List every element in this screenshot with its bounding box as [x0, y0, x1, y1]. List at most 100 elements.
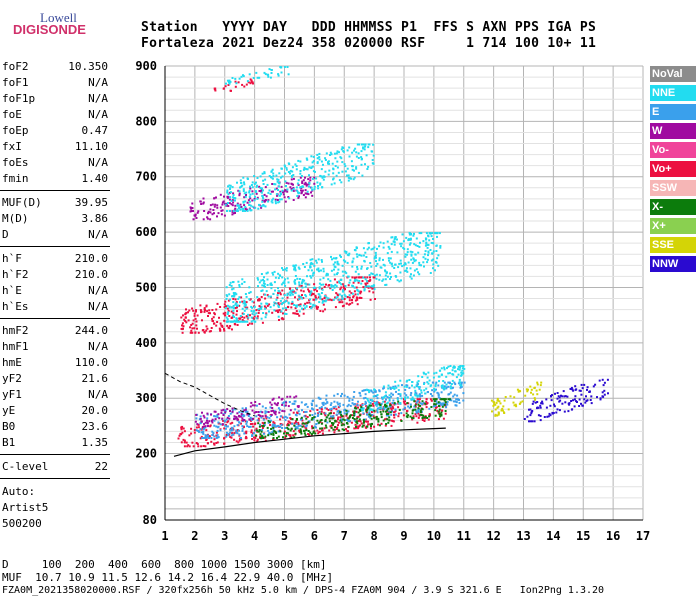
- data-point: [238, 434, 241, 437]
- data-point: [333, 182, 336, 185]
- data-point: [360, 409, 363, 412]
- data-point: [317, 185, 319, 187]
- data-point: [310, 276, 313, 279]
- data-point: [273, 402, 276, 405]
- data-point: [389, 387, 392, 390]
- data-point: [270, 69, 273, 71]
- data-point: [373, 257, 376, 260]
- data-point: [311, 414, 314, 416]
- data-point: [428, 407, 431, 410]
- param-name: yF1: [2, 388, 22, 401]
- param-name: foF1p: [2, 92, 36, 105]
- data-point: [228, 315, 231, 317]
- data-point: [496, 406, 499, 409]
- data-point: [272, 175, 275, 177]
- data-point: [342, 418, 345, 421]
- data-point: [388, 410, 391, 413]
- data-point: [254, 190, 257, 193]
- data-point: [394, 408, 397, 411]
- param-value: 22: [94, 460, 108, 473]
- data-point: [444, 401, 447, 404]
- data-point: [350, 421, 353, 424]
- data-point: [363, 289, 366, 292]
- data-point: [274, 202, 277, 205]
- data-point: [418, 273, 421, 276]
- data-point: [277, 407, 280, 410]
- data-point: [239, 179, 242, 182]
- data-point: [321, 288, 324, 291]
- data-point: [283, 430, 286, 433]
- data-point: [434, 269, 436, 272]
- data-point: [251, 409, 254, 412]
- data-point: [365, 426, 368, 429]
- data-point: [307, 193, 310, 196]
- data-point: [243, 309, 246, 312]
- data-point: [226, 313, 229, 315]
- data-point: [237, 280, 240, 283]
- data-point: [386, 275, 389, 278]
- data-point: [399, 259, 402, 262]
- data-point: [249, 209, 252, 212]
- data-point: [306, 301, 309, 304]
- data-point: [273, 430, 276, 433]
- data-point: [438, 232, 441, 235]
- data-point: [458, 378, 461, 381]
- data-point: [311, 194, 314, 197]
- data-point: [294, 264, 297, 267]
- data-point: [446, 400, 449, 403]
- data-point: [213, 313, 216, 316]
- data-point: [372, 154, 375, 157]
- data-point: [419, 413, 422, 416]
- data-point: [287, 171, 290, 173]
- data-point: [324, 418, 327, 421]
- data-point: [292, 434, 295, 437]
- data-point: [272, 409, 274, 412]
- data-point: [182, 427, 185, 430]
- data-point: [214, 415, 217, 418]
- data-point: [341, 423, 344, 426]
- data-point: [237, 81, 240, 84]
- data-point: [243, 301, 246, 303]
- data-point: [336, 393, 339, 396]
- data-point: [359, 414, 362, 417]
- data-point: [249, 82, 252, 85]
- data-point: [261, 187, 263, 190]
- data-point: [189, 206, 192, 209]
- data-point: [325, 274, 328, 277]
- data-point: [268, 68, 271, 71]
- data-point: [227, 432, 230, 435]
- data-point: [271, 311, 274, 314]
- data-point: [536, 406, 539, 409]
- data-point: [236, 429, 239, 431]
- data-point: [521, 400, 524, 403]
- data-point: [386, 271, 388, 274]
- data-point: [206, 442, 209, 445]
- data-point: [296, 313, 299, 315]
- data-point: [415, 415, 418, 418]
- data-point: [277, 181, 280, 184]
- data-point: [354, 427, 357, 430]
- data-point: [304, 196, 307, 199]
- param-row: C-level 22: [2, 460, 108, 476]
- data-point: [462, 399, 465, 402]
- data-point: [384, 395, 387, 397]
- data-point: [368, 411, 371, 414]
- data-point: [519, 401, 522, 404]
- data-point: [362, 147, 365, 150]
- data-point: [255, 427, 258, 430]
- data-point: [373, 288, 376, 291]
- data-point: [244, 431, 247, 434]
- data-point: [231, 328, 233, 331]
- data-point: [369, 262, 372, 264]
- data-point: [367, 399, 370, 402]
- data-point: [280, 71, 283, 74]
- data-point: [501, 409, 504, 412]
- data-point: [424, 257, 427, 260]
- data-point: [413, 386, 416, 389]
- data-point: [311, 407, 313, 410]
- data-point: [257, 422, 260, 425]
- data-point: [404, 262, 407, 265]
- data-point: [405, 412, 408, 415]
- data-point: [232, 301, 235, 304]
- data-point: [289, 289, 292, 292]
